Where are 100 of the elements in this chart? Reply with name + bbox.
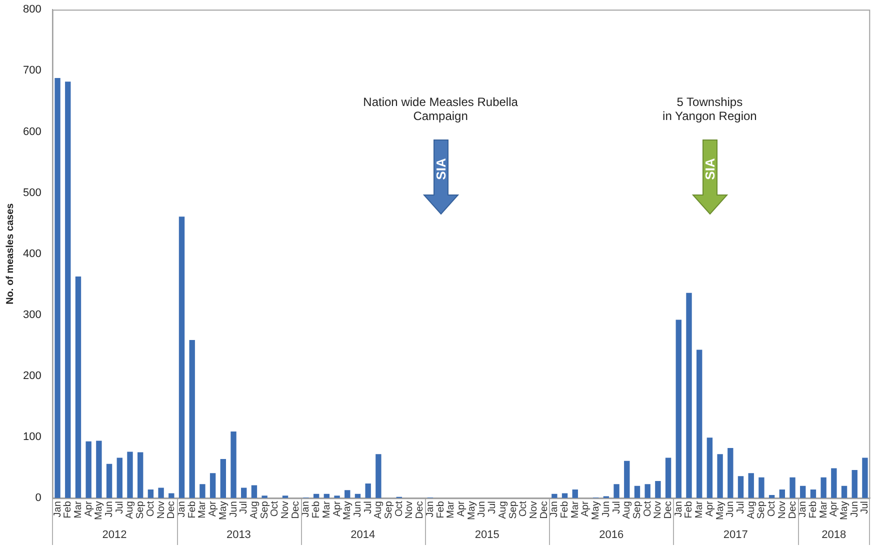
x-tick-label: Jun <box>476 501 488 518</box>
x-tick-label: Feb <box>62 500 74 518</box>
bar <box>852 470 858 498</box>
x-tick-label: Mar <box>446 500 457 518</box>
x-tick-label: May <box>590 501 602 520</box>
y-tick-label: 300 <box>22 308 42 321</box>
bar <box>376 454 382 498</box>
x-tick-label: Apr <box>208 500 219 517</box>
y-tick-label: 200 <box>22 370 42 382</box>
bar <box>862 458 868 498</box>
x-tick-label: Dec <box>290 501 302 519</box>
x-tick-label: Sep <box>508 500 519 519</box>
x-tick-label: Jan <box>673 501 684 518</box>
x-tick-label: Feb <box>684 500 695 518</box>
annotation: SIA <box>702 158 718 180</box>
bar <box>738 476 744 498</box>
x-tick-label: Feb <box>435 500 446 518</box>
x-tick-label: Aug <box>746 501 757 519</box>
bar <box>241 488 247 498</box>
x-tick-label: Apr <box>83 500 94 517</box>
bar <box>800 486 806 498</box>
x-tick-label: Jan <box>176 501 188 518</box>
bar <box>686 292 692 498</box>
x-tick-label: Jan <box>52 501 64 518</box>
text: 2016 <box>599 529 624 542</box>
x-tick-label: Nov <box>404 501 416 519</box>
x-tick-label: May <box>218 501 229 520</box>
x-tick-label: Aug <box>124 501 136 519</box>
annotation: Nation wide Measles Rubella Campaign <box>363 95 518 123</box>
text: 2013 <box>226 529 251 542</box>
x-tick-label: Jan <box>300 501 312 518</box>
x-tick-label: Aug <box>373 501 384 519</box>
bar <box>75 276 82 498</box>
bar <box>841 486 848 498</box>
x-tick-label: Sep <box>259 500 270 519</box>
bar <box>168 493 174 498</box>
bar <box>655 481 661 498</box>
text: 2014 <box>350 529 376 542</box>
bar <box>313 494 320 498</box>
bar <box>86 441 92 498</box>
x-tick-label: Jul <box>736 501 746 514</box>
x-tick-label: Nov <box>776 501 788 519</box>
bar <box>728 448 734 498</box>
x-tick-label: Dec <box>663 501 674 519</box>
x-tick-label: Sep <box>135 500 146 519</box>
x-tick-label: Jan <box>424 501 436 518</box>
x-tick-label: Feb <box>311 500 322 518</box>
bar <box>251 485 258 498</box>
arrow-icon: SIA <box>692 139 728 215</box>
x-tick-label: Nov <box>156 501 167 519</box>
x-tick-label: Jun <box>849 501 860 518</box>
bar <box>624 460 630 498</box>
x-tick-label: Jan <box>549 501 560 518</box>
bar <box>768 495 775 498</box>
bar <box>810 490 816 498</box>
bar <box>779 490 786 498</box>
bar <box>790 477 796 498</box>
y-tick-label: 500 <box>22 186 42 199</box>
bar <box>706 438 713 498</box>
bar <box>127 452 133 498</box>
bar <box>54 78 60 498</box>
x-tick-label: Nov <box>652 501 664 519</box>
bar <box>696 350 702 498</box>
x-tick-label: Jan <box>798 501 809 518</box>
x-tick-label: May <box>839 501 850 520</box>
bar <box>365 483 371 498</box>
text: 2012 <box>102 529 127 542</box>
annotation: SIA <box>433 158 448 180</box>
bar <box>65 82 71 498</box>
bar <box>262 496 268 498</box>
bar <box>614 484 620 498</box>
bar <box>158 488 164 498</box>
bar <box>758 477 764 498</box>
x-tick-label: Jul <box>487 501 498 514</box>
x-tick-label: Sep <box>756 500 768 519</box>
bar <box>354 494 361 498</box>
bar <box>178 216 185 498</box>
text: 2018 <box>822 529 846 542</box>
bar <box>282 496 288 498</box>
arrow-icon: SIA <box>422 139 459 215</box>
bar <box>106 464 112 498</box>
x-tick-label: Mar <box>321 500 332 518</box>
x-tick-label: Dec <box>787 501 798 519</box>
x-tick-label: Apr <box>456 500 467 517</box>
bar <box>210 473 216 498</box>
bar <box>220 459 226 498</box>
x-tick-label: Nov <box>528 501 540 519</box>
bar <box>148 490 154 498</box>
x-tick-label: Oct <box>518 500 530 517</box>
x-tick-label: Apr <box>828 500 840 517</box>
bar <box>137 452 144 498</box>
x-tick-label: Jul <box>238 501 250 514</box>
bar <box>644 484 650 498</box>
x-tick-label: Apr <box>580 500 592 517</box>
y-tick-label: 100 <box>22 431 42 444</box>
bar <box>96 440 102 498</box>
x-tick-label: Sep <box>632 500 643 519</box>
x-tick-label: Oct <box>642 500 654 517</box>
y-tick-label: 0 <box>35 492 42 504</box>
x-tick-label: Jun <box>228 501 240 518</box>
